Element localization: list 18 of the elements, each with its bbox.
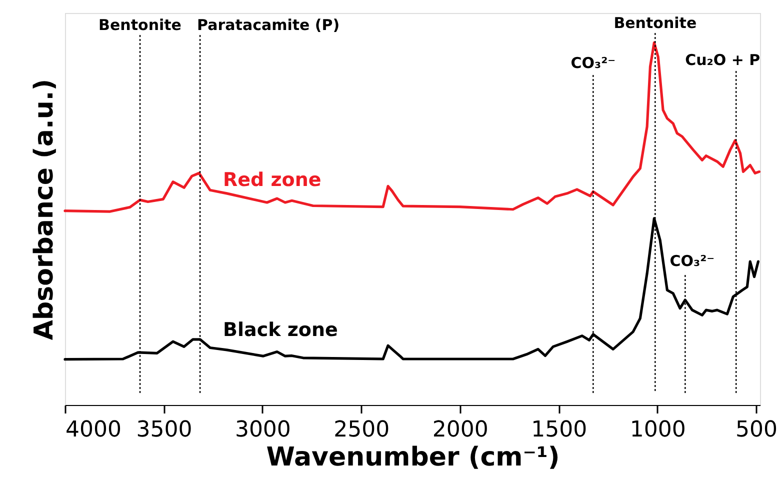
x-tick-label: 3000 [234, 418, 291, 442]
x-tick-label: 3500 [136, 418, 192, 442]
x-tick-label: 500 [736, 418, 778, 442]
series-label: Black zone [223, 319, 338, 341]
ref-line-label: Paratacamite (P) [197, 16, 340, 34]
ref-line-label: Cu₂O + P [685, 51, 760, 69]
x-tick-label: 2000 [432, 418, 488, 442]
x-tick-label: 4000 [66, 418, 122, 442]
y-axis-title: Absorbance (a.u.) [30, 78, 60, 340]
x-tick-label: 2500 [334, 418, 390, 442]
ref-line-label: CO₃²⁻ [570, 54, 616, 72]
ref-line-label: Bentonite [98, 16, 182, 34]
ref-line-label: CO₃²⁻ [670, 252, 715, 270]
x-axis-title: Wavenumber (cm⁻¹) [266, 442, 560, 472]
ref-line-label: Bentonite [614, 14, 697, 32]
x-tick-label: 1000 [630, 418, 686, 442]
x-tick-label: 1500 [531, 418, 588, 442]
series-label: Red zone [223, 169, 322, 191]
